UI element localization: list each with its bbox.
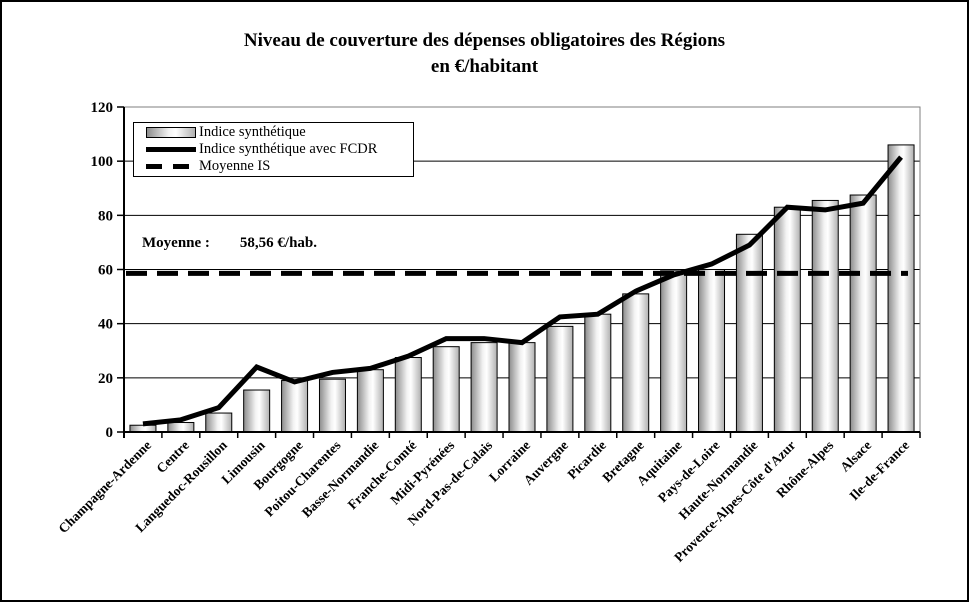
y-axis-label-0: 0 <box>106 425 114 441</box>
bar-rhone-alpes <box>811 199 839 433</box>
legend-label: Indice synthétique <box>199 124 306 140</box>
bar-swatch-icon <box>146 127 196 138</box>
bar-basse-normandie <box>356 369 384 433</box>
legend: Indice synthétique Indice synthétique av… <box>133 122 414 177</box>
bar-alsace <box>849 194 877 433</box>
legend-item-moyenne-is: Moyenne IS <box>146 158 413 174</box>
bar-provence-alpes-cote-d-azur <box>773 206 801 433</box>
y-axis-label-40: 40 <box>98 317 113 333</box>
bar-bourgogne <box>281 380 309 433</box>
legend-item-indice-synthetique: Indice synthétique <box>146 124 413 140</box>
y-axis-label-120: 120 <box>91 100 114 116</box>
bar-lorraine <box>508 342 536 433</box>
mean-annotation: Moyenne : 58,56 €/hab. <box>142 235 317 252</box>
y-axis-label-100: 100 <box>91 154 114 170</box>
bar-poitou-charentes <box>318 378 346 433</box>
bar-pays-de-loire <box>698 269 726 433</box>
bar-languedoc-rousillon <box>205 412 233 433</box>
bar-limousin <box>243 389 271 433</box>
y-axis-label-20: 20 <box>98 371 113 387</box>
legend-item-indice-synthetique-avec-fcdr: Indice synthétique avec FCDR <box>146 141 413 157</box>
line-swatch-icon <box>146 147 196 152</box>
fcdr-line <box>142 155 903 427</box>
mean-annotation-value: 58,56 €/hab. <box>239 235 318 251</box>
bar-franche-comte <box>394 357 422 433</box>
bar-midi-pyrenees <box>432 346 460 433</box>
legend-label: Moyenne IS <box>199 158 271 174</box>
chart-title-line1: Niveau de couverture des dépenses obliga… <box>243 30 726 51</box>
bar-auvergne <box>546 325 574 433</box>
bar-aquitaine <box>660 270 688 433</box>
chart-title-line2: en €/habitant <box>430 56 539 77</box>
dashed-line-swatch-icon <box>146 164 196 169</box>
chart-title: Niveau de couverture des dépenses obliga… <box>2 28 967 80</box>
bar-picardie <box>584 313 612 433</box>
y-axis-label-80: 80 <box>98 208 113 224</box>
bar-bretagne <box>622 293 650 433</box>
mean-annotation-label: Moyenne : <box>142 235 210 251</box>
bar-ile-de-france <box>887 144 915 433</box>
legend-label: Indice synthétique avec FCDR <box>199 141 378 157</box>
bar-centre <box>167 422 195 433</box>
bar-champagne-ardenne <box>129 424 157 433</box>
bar-haute-normandie <box>735 233 763 433</box>
bar-nord-pas-de-calais <box>470 342 498 433</box>
y-axis-label-60: 60 <box>98 263 113 279</box>
